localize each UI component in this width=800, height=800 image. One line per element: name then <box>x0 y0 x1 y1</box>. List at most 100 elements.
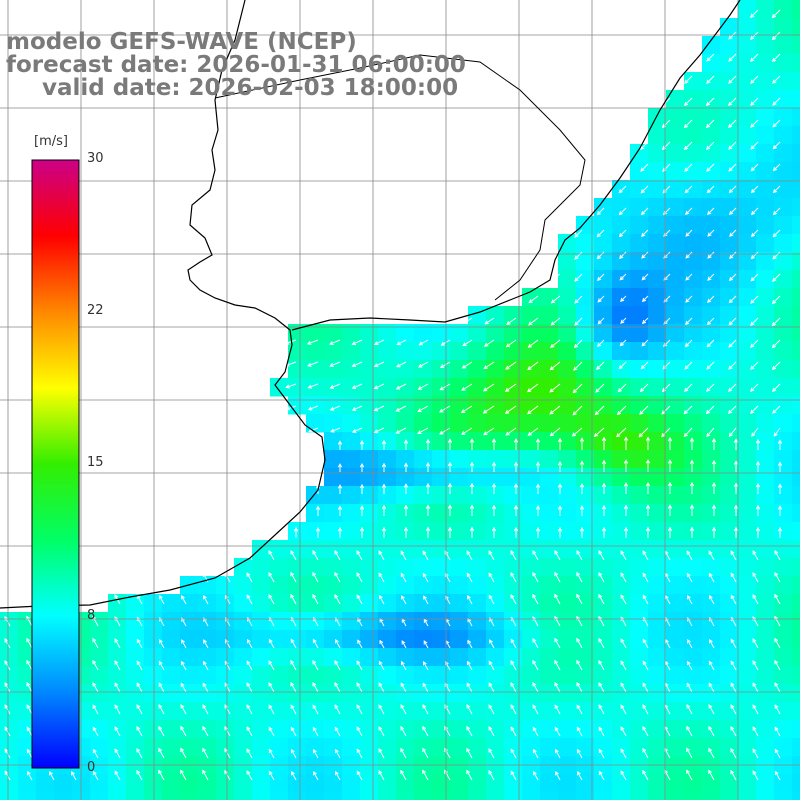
wind-arrow <box>461 383 473 391</box>
wind-arrow <box>26 682 33 693</box>
wind-cell <box>522 738 541 757</box>
wind-cell <box>450 720 469 739</box>
wind-arrow <box>601 459 607 472</box>
wind-cell <box>594 720 613 739</box>
wind-arrow <box>729 251 737 259</box>
wind-cell <box>342 486 361 505</box>
wind-cell <box>684 666 703 685</box>
wind-cell <box>756 180 775 199</box>
wind-arrow <box>359 463 365 472</box>
wind-cell <box>738 54 757 73</box>
wind-arrow <box>774 637 781 649</box>
wind-cell <box>108 630 127 649</box>
wind-cell <box>504 486 523 505</box>
wind-arrow <box>645 526 651 538</box>
wind-arrow <box>136 726 143 737</box>
wind-arrow <box>576 637 583 649</box>
wind-cell <box>720 486 739 505</box>
wind-cell <box>540 558 559 577</box>
wind-cell <box>288 324 307 343</box>
wind-cell <box>0 738 19 757</box>
wind-arrow <box>312 638 319 649</box>
wind-cell <box>486 396 505 415</box>
wind-cell <box>540 612 559 631</box>
wind-arrow <box>684 361 693 370</box>
wind-arrow <box>181 617 187 627</box>
wind-arrow <box>334 682 341 693</box>
wind-cell <box>414 342 433 361</box>
wind-cell <box>648 342 667 361</box>
wind-arrow <box>505 339 517 348</box>
wind-cell <box>450 522 469 541</box>
wind-cell <box>360 774 379 793</box>
wind-cell <box>450 342 469 361</box>
wind-arrow <box>491 461 497 472</box>
wind-cell <box>558 522 577 541</box>
wind-arrow <box>640 361 649 370</box>
wind-cell <box>648 666 667 685</box>
wind-cell <box>612 486 631 505</box>
wind-cell <box>666 450 685 469</box>
wind-cell <box>252 540 271 559</box>
wind-arrow <box>555 770 561 781</box>
wind-cell <box>738 432 757 451</box>
wind-arrow <box>488 550 495 561</box>
wind-cell <box>720 540 739 559</box>
wind-cell <box>360 522 379 541</box>
wind-arrow <box>728 185 737 194</box>
wind-cell <box>648 576 667 595</box>
wind-cell <box>324 576 343 595</box>
wind-cell <box>576 630 595 649</box>
wind-cell <box>522 702 541 721</box>
wind-cell <box>684 612 703 631</box>
wind-arrow <box>290 659 297 671</box>
wind-cell <box>306 738 325 757</box>
wind-arrow <box>687 638 693 649</box>
wind-arrow <box>689 437 695 450</box>
wind-cell <box>738 36 757 55</box>
wind-arrow <box>447 461 453 472</box>
wind-cell <box>342 558 361 577</box>
wind-cell <box>666 774 685 793</box>
wind-cell <box>720 108 739 127</box>
wind-cell <box>756 396 775 415</box>
wind-cell <box>648 702 667 721</box>
wind-arrow <box>334 660 341 671</box>
wind-cell <box>450 774 469 793</box>
wind-arrow <box>730 747 737 759</box>
wind-cell <box>360 504 379 523</box>
wind-cell <box>702 396 721 415</box>
wind-cell <box>162 720 181 739</box>
wind-arrow <box>706 339 715 348</box>
wind-arrow <box>596 361 605 370</box>
wind-cell <box>702 306 721 325</box>
wind-cell <box>684 504 703 523</box>
wind-cell <box>540 702 559 721</box>
wind-arrow <box>733 482 739 494</box>
wind-cell <box>252 774 271 793</box>
wind-cell <box>774 180 793 199</box>
wind-cell <box>216 648 235 667</box>
wind-cell <box>684 558 703 577</box>
wind-cell <box>378 450 397 469</box>
wind-arrow <box>750 207 759 216</box>
wind-arrow <box>158 725 165 737</box>
wind-cell <box>126 684 145 703</box>
wind-cell <box>792 558 800 577</box>
wind-cell <box>738 738 757 757</box>
wind-arrow <box>535 438 541 450</box>
wind-cell <box>666 324 685 343</box>
wind-cell <box>792 630 800 649</box>
wind-arrow <box>616 405 627 416</box>
wind-cell <box>630 792 649 800</box>
wind-arrow <box>4 660 11 671</box>
wind-arrow <box>706 361 715 370</box>
wind-cell <box>684 576 703 595</box>
wind-arrow <box>620 572 627 583</box>
wind-cell <box>576 522 595 541</box>
wind-cell <box>306 522 325 541</box>
wind-arrow <box>728 383 737 392</box>
wind-cell <box>792 414 800 433</box>
wind-arrow <box>510 682 517 693</box>
wind-cell <box>504 702 523 721</box>
